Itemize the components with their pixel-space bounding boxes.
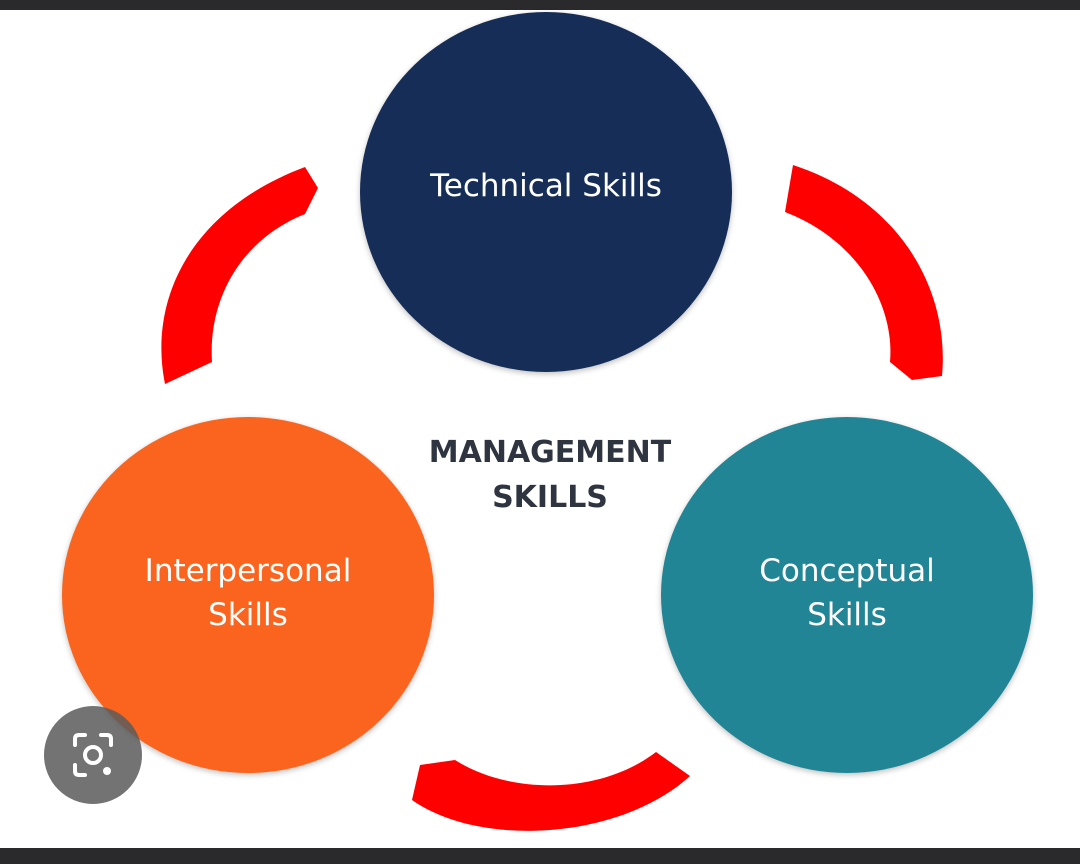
- camera-search-icon: [73, 733, 113, 777]
- arc-left: [161, 167, 318, 384]
- arc-right: [785, 165, 943, 380]
- arc-bottom: [412, 752, 690, 831]
- technical-skills-label: Technical Skills: [430, 168, 662, 204]
- conceptual-skills-label: Conceptual Skills: [759, 553, 935, 633]
- interpersonal-skills-label: Interpersonal Skills: [144, 553, 352, 633]
- center-title: MANAGEMENT SKILLS: [428, 435, 672, 515]
- technical-skills-node: Technical Skills: [360, 12, 732, 372]
- conceptual-skills-node: Conceptual Skills: [661, 417, 1033, 773]
- lens-search-button[interactable]: [44, 706, 142, 804]
- bottom-bar: [0, 848, 1080, 864]
- interpersonal-skills-node: Interpersonal Skills: [62, 417, 434, 773]
